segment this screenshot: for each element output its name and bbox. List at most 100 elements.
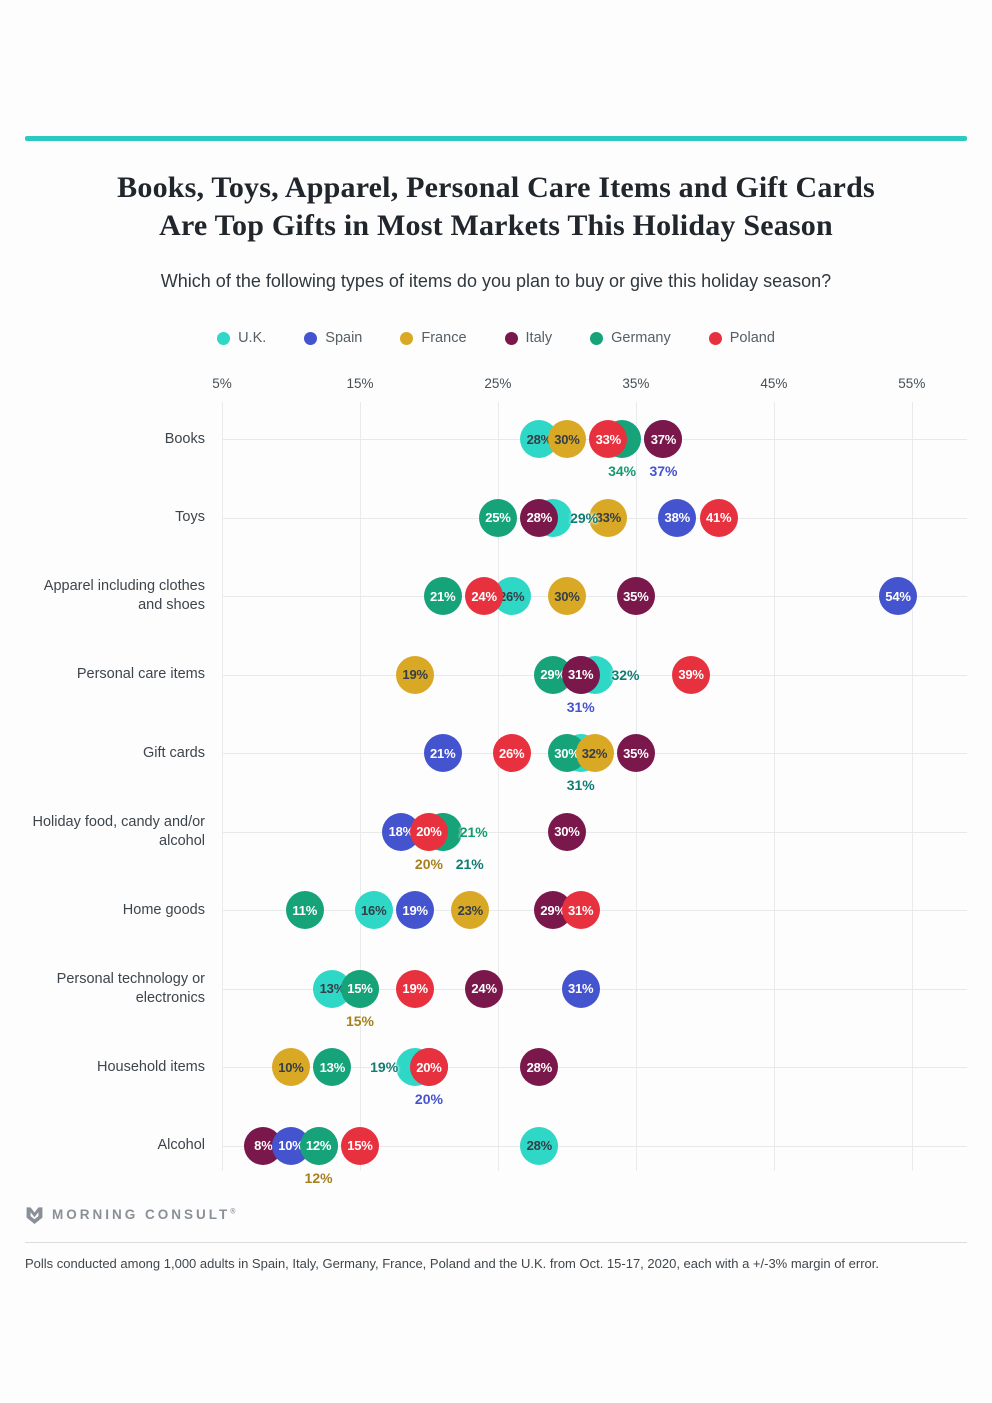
legend-label: Germany <box>611 330 671 346</box>
data-point-value-label-france: 20% <box>414 855 443 872</box>
page-title: Books, Toys, Apparel, Personal Care Item… <box>46 169 946 245</box>
category-row: Personal care items 31% 32% 29% 31% 19% 39% <box>25 636 967 715</box>
category-row: Books 37% 34% 28% 30% 33% 37% <box>25 400 967 479</box>
data-point-bubble-italy: 28% <box>520 1048 559 1087</box>
data-point-bubble-spain: 19% <box>396 891 435 930</box>
data-point-bubble-italy: 35% <box>616 734 655 773</box>
x-axis-tick-label: 15% <box>346 376 374 391</box>
category-plot: 15% 13% 15% 19% 24% 31% <box>222 950 967 1029</box>
title-line-1: Books, Toys, Apparel, Personal Care Item… <box>117 171 875 204</box>
x-axis: 5% 15% 25% 35% 45% 55% <box>25 376 967 400</box>
data-point-bubble-italy: 31% <box>561 655 600 694</box>
category-label: Toys <box>175 509 205 526</box>
data-point-bubble-poland: 33% <box>589 420 628 459</box>
data-point-bubble-italy: 37% <box>644 420 683 459</box>
data-point-value-label-uk: 32% <box>611 666 640 683</box>
row-gridline <box>222 596 967 598</box>
x-axis-tick-label: 5% <box>212 376 232 391</box>
legend-item-spain: Spain <box>304 330 362 346</box>
bubble-chart: 5% 15% 25% 35% 45% 55% Books 37% 34% 28% 30% 33% 37… <box>25 376 967 1186</box>
title-line-2: Are Top Gifts in Most Markets This Holid… <box>159 209 833 242</box>
legend-dot-poland <box>708 331 722 345</box>
row-gridline <box>222 1145 967 1147</box>
chart-question-subtitle: Which of the following types of items do… <box>160 271 832 291</box>
legend: U.K. Spain France Italy Germany Poland <box>25 330 967 346</box>
category-label: Books <box>164 430 205 447</box>
axis-spacer <box>25 376 222 400</box>
data-point-bubble-poland: 20% <box>409 812 448 851</box>
legend-label: U.K. <box>238 330 267 346</box>
data-point-value-label-spain: 20% <box>414 1091 443 1108</box>
data-point-bubble-germany: 21% <box>423 577 462 616</box>
legend-item-france: France <box>400 330 467 346</box>
data-point-bubble-france: 19% <box>396 655 435 694</box>
logo-registered-mark: ® <box>230 1208 236 1216</box>
category-plot: 29% 25% 28% 33% 38% 41% <box>222 479 967 558</box>
category-label: Home goods <box>122 901 205 918</box>
data-point-bubble-spain: 38% <box>658 498 697 537</box>
legend-item-italy: Italy <box>504 330 553 346</box>
data-point-bubble-france: 30% <box>547 577 586 616</box>
logo-text: MORNING CONSULT® <box>52 1207 235 1222</box>
vertical-gridline <box>359 402 361 1171</box>
category-label: Personal technology or electronics <box>56 970 205 1006</box>
data-point-bubble-france: 30% <box>547 420 586 459</box>
legend-label: Italy <box>525 330 553 346</box>
category-row: Personal technology or electronics 15% 13%… <box>25 950 967 1029</box>
logo-wordmark: MORNING CONSULT <box>52 1207 231 1222</box>
data-point-value-label-france: 12% <box>304 1169 333 1186</box>
data-point-bubble-poland: 41% <box>699 498 738 537</box>
legend-dot-germany <box>590 331 604 345</box>
data-point-bubble-poland: 20% <box>409 1048 448 1087</box>
data-point-value-label-uk: 31% <box>566 777 595 794</box>
category-plot: 21% 26% 24% 30% 35% 54% <box>222 557 967 636</box>
top-whitespace <box>0 0 992 136</box>
category-plot: 12% 8% 10% 12% 15% 28% <box>222 1107 967 1186</box>
category-row: Gift cards 31% 30% 32% 35% 21% 26% <box>25 714 967 793</box>
x-axis-tick-label: 55% <box>898 376 926 391</box>
legend-item-germany: Germany <box>590 330 671 346</box>
x-axis-tick-label: 25% <box>484 376 512 391</box>
category-plot: 31% 30% 32% 35% 21% 26% <box>222 714 967 793</box>
category-plot: 16% 19% 11% 23% 29% 31% <box>222 871 967 950</box>
data-point-bubble-france: 10% <box>271 1048 310 1087</box>
category-row: Toys 29% 25% 28% 33% 38% 41% <box>25 479 967 558</box>
category-row: Household items 20% 19% 10% 13% 20% 28% <box>25 1028 967 1107</box>
category-plot: 20% 19% 10% 13% 20% 28% <box>222 1028 967 1107</box>
data-point-bubble-france: 23% <box>451 891 490 930</box>
data-point-bubble-spain: 31% <box>561 969 600 1008</box>
category-plot: 31% 32% 29% 31% 19% 39% <box>222 636 967 715</box>
data-point-bubble-france: 32% <box>575 734 614 773</box>
legend-label: Spain <box>325 330 363 346</box>
methodology-footnote: Polls conducted among 1,000 adults in Sp… <box>25 1256 880 1271</box>
category-label: Household items <box>97 1058 205 1075</box>
category-label: Apparel including clothes and shoes <box>43 578 205 614</box>
data-point-value-label-france: 15% <box>345 1012 374 1029</box>
legend-dot-spain <box>304 331 318 345</box>
legend-item-poland: Poland <box>708 330 775 346</box>
x-axis-tick-label: 35% <box>622 376 650 391</box>
data-point-bubble-italy: 30% <box>547 812 586 851</box>
plot-area: Books 37% 34% 28% 30% 33% 37% Toys 29% 25% 28% 33% 3… <box>25 400 967 1186</box>
category-label: Gift cards <box>142 744 205 761</box>
data-point-bubble-italy: 24% <box>465 969 504 1008</box>
data-point-bubble-germany: 12% <box>299 1126 338 1165</box>
data-point-bubble-poland: 26% <box>492 734 531 773</box>
data-point-value-label-spain: 37% <box>649 463 678 480</box>
data-point-value-label-uk: 21% <box>455 855 484 872</box>
category-label: Holiday food, candy and/or alcohol <box>32 813 206 849</box>
data-point-value-label-uk: 19% <box>370 1059 399 1076</box>
gridlines <box>222 402 967 1171</box>
accent-bar <box>25 136 967 141</box>
logo-m-icon <box>26 1207 43 1224</box>
data-point-value-label-germany: 21% <box>459 823 488 840</box>
vertical-gridline <box>635 402 637 1171</box>
data-point-bubble-germany: 13% <box>313 1048 352 1087</box>
data-point-bubble-germany: 25% <box>478 498 517 537</box>
category-row: Home goods 16% 19% 11% 23% 29% 31% <box>25 871 967 950</box>
row-gridline <box>222 1067 967 1069</box>
data-point-bubble-uk: 16% <box>354 891 393 930</box>
data-point-bubble-poland: 39% <box>672 655 711 694</box>
category-row: Apparel including clothes and shoes 21% 26… <box>25 557 967 636</box>
data-point-bubble-poland: 31% <box>561 891 600 930</box>
